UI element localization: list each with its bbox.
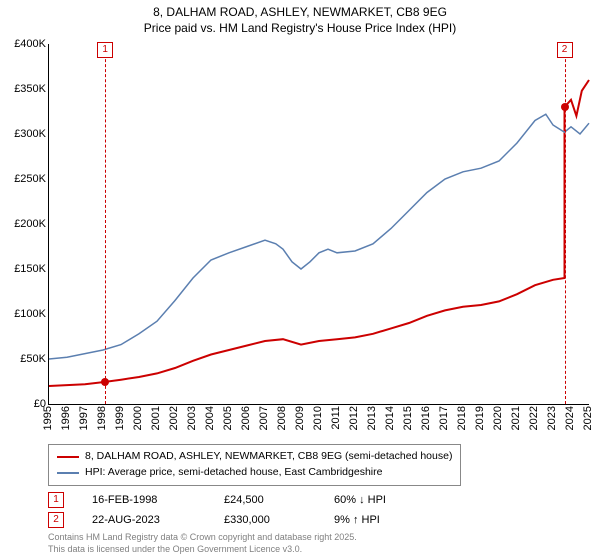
x-tick-label: 2008	[276, 406, 288, 430]
x-tick-label: 2003	[186, 406, 198, 430]
series-hpi	[49, 114, 589, 359]
x-tick-label: 2025	[582, 406, 594, 430]
legend-swatch	[57, 456, 79, 458]
y-tick-label: £300K	[2, 128, 46, 140]
sale-marker-line	[105, 44, 106, 404]
x-tick-label: 2000	[132, 406, 144, 430]
sale-marker-box: 2	[557, 42, 573, 58]
sale-pct: 60% ↓ HPI	[334, 494, 424, 506]
x-tick-label: 2021	[510, 406, 522, 430]
x-tick-label: 2019	[474, 406, 486, 430]
sale-price: £24,500	[224, 494, 334, 506]
chart-container: 8, DALHAM ROAD, ASHLEY, NEWMARKET, CB8 9…	[0, 0, 600, 560]
x-tick-label: 2014	[384, 406, 396, 430]
x-tick-label: 2024	[564, 406, 576, 430]
y-tick-label: £350K	[2, 83, 46, 95]
legend-row: HPI: Average price, semi-detached house,…	[57, 465, 452, 481]
sale-pct: 9% ↑ HPI	[334, 514, 424, 526]
sale-marker-dot	[561, 103, 569, 111]
sale-marker-box: 1	[97, 42, 113, 58]
x-tick-label: 2013	[366, 406, 378, 430]
legend-label: 8, DALHAM ROAD, ASHLEY, NEWMARKET, CB8 9…	[85, 449, 452, 465]
sale-row-marker: 2	[48, 512, 64, 528]
x-tick-label: 2018	[456, 406, 468, 430]
attribution: Contains HM Land Registry data © Crown c…	[48, 532, 357, 555]
sale-marker-line	[565, 44, 566, 404]
x-tick-label: 2011	[330, 406, 342, 430]
sale-price: £330,000	[224, 514, 334, 526]
attribution-line-2: This data is licensed under the Open Gov…	[48, 544, 357, 556]
sale-row: 1 16-FEB-1998£24,50060% ↓ HPI	[48, 490, 424, 510]
x-tick-label: 2020	[492, 406, 504, 430]
x-tick-label: 2001	[150, 406, 162, 430]
x-tick-label: 2010	[312, 406, 324, 430]
x-tick-label: 2016	[420, 406, 432, 430]
sale-date: 22-AUG-2023	[92, 514, 224, 526]
sale-date: 16-FEB-1998	[92, 494, 224, 506]
x-tick-label: 2023	[546, 406, 558, 430]
y-tick-label: £250K	[2, 173, 46, 185]
x-tick-label: 2007	[258, 406, 270, 430]
sale-row: 2 22-AUG-2023£330,0009% ↑ HPI	[48, 510, 424, 530]
plot-area: 12	[48, 44, 589, 405]
y-tick-label: £200K	[2, 218, 46, 230]
x-tick-label: 2004	[204, 406, 216, 430]
sales-table: 1 16-FEB-1998£24,50060% ↓ HPI 2 22-AUG-2023…	[48, 490, 424, 530]
title-line-1: 8, DALHAM ROAD, ASHLEY, NEWMARKET, CB8 9…	[0, 4, 600, 20]
x-tick-label: 1998	[96, 406, 108, 430]
sale-marker-dot	[101, 378, 109, 386]
chart-title: 8, DALHAM ROAD, ASHLEY, NEWMARKET, CB8 9…	[0, 0, 600, 36]
x-tick-label: 2022	[528, 406, 540, 430]
y-tick-label: £400K	[2, 38, 46, 50]
x-tick-label: 2005	[222, 406, 234, 430]
y-tick-label: £50K	[2, 353, 46, 365]
series-price_paid	[49, 80, 589, 386]
sale-row-marker: 1	[48, 492, 64, 508]
legend-row: 8, DALHAM ROAD, ASHLEY, NEWMARKET, CB8 9…	[57, 449, 452, 465]
x-tick-label: 2002	[168, 406, 180, 430]
attribution-line-1: Contains HM Land Registry data © Crown c…	[48, 532, 357, 544]
x-tick-label: 2017	[438, 406, 450, 430]
x-tick-label: 2009	[294, 406, 306, 430]
y-tick-label: £0	[2, 398, 46, 410]
x-tick-label: 1997	[78, 406, 90, 430]
y-tick-label: £100K	[2, 308, 46, 320]
legend-swatch	[57, 472, 79, 474]
x-tick-label: 2012	[348, 406, 360, 430]
x-tick-label: 1995	[42, 406, 54, 430]
title-line-2: Price paid vs. HM Land Registry's House …	[0, 20, 600, 36]
x-tick-label: 2006	[240, 406, 252, 430]
x-tick-label: 2015	[402, 406, 414, 430]
x-tick-label: 1999	[114, 406, 126, 430]
chart-svg	[49, 44, 589, 404]
legend: 8, DALHAM ROAD, ASHLEY, NEWMARKET, CB8 9…	[48, 444, 461, 486]
y-tick-label: £150K	[2, 263, 46, 275]
legend-label: HPI: Average price, semi-detached house,…	[85, 465, 382, 481]
x-tick-label: 1996	[60, 406, 72, 430]
